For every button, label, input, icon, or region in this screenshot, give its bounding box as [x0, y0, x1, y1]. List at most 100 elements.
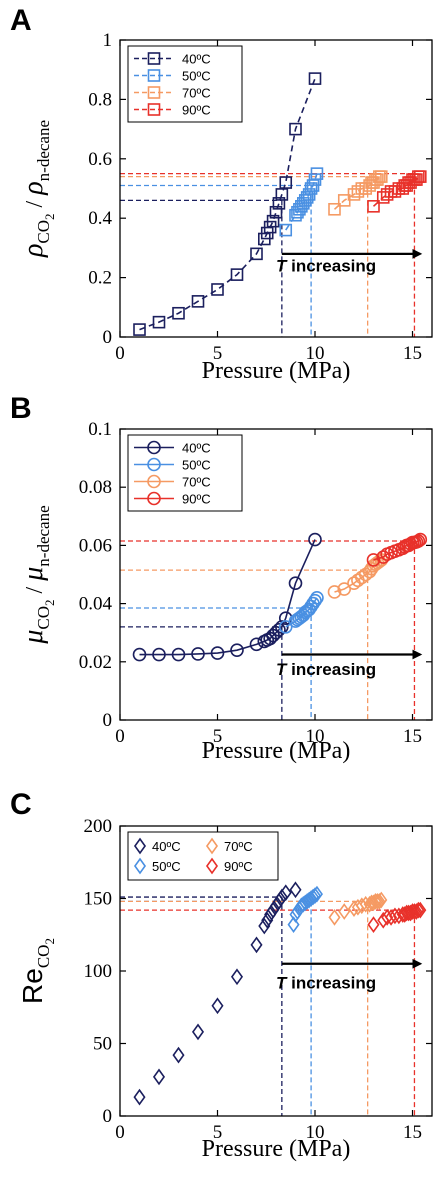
data-point — [310, 885, 323, 903]
y-tick-label: 1 — [103, 30, 113, 51]
legend-label: 90ºC — [182, 492, 211, 507]
legend-entry: 40ºC — [134, 441, 211, 456]
legend-label: 40ºC — [152, 839, 181, 854]
legend: 40ºC 50ºC 70ºC 90ºC — [127, 831, 279, 881]
y-tick-label: 0 — [103, 1106, 113, 1127]
legend-marker — [147, 52, 161, 65]
legend-entry: 50ºC — [134, 69, 211, 84]
data-point — [275, 188, 289, 201]
axes-box — [119, 39, 433, 338]
series-line — [334, 559, 382, 593]
data-point — [371, 173, 384, 186]
data-point — [172, 1046, 185, 1064]
data-point — [328, 908, 341, 926]
data-point — [371, 893, 384, 910]
y-tick-label: 100 — [84, 961, 113, 982]
x-tick-label: 10 — [306, 1122, 325, 1143]
y-tick-label: 0.2 — [88, 268, 112, 289]
data-point — [308, 593, 322, 608]
x-axis-label: Pressure (MPa) — [202, 358, 351, 384]
series-0 — [133, 881, 302, 1106]
data-point — [288, 576, 303, 591]
legend-label: 50ºC — [182, 458, 211, 473]
data-point — [272, 893, 285, 910]
data-point — [269, 205, 283, 219]
x-tick-label: 0 — [115, 726, 125, 747]
legend-label: 70ºC — [224, 839, 253, 854]
x-axis-label: Pressure (MPa) — [202, 1136, 351, 1162]
data-point — [374, 170, 388, 183]
x-tick-label: 15 — [403, 726, 422, 747]
series-2 — [328, 170, 388, 216]
data-point — [250, 247, 263, 261]
series-1 — [279, 167, 324, 237]
legend: 40ºC 50ºC 70ºC 90ºC — [127, 45, 243, 123]
x-tick-label: 5 — [213, 1122, 223, 1143]
x-tick-label: 0 — [115, 1122, 125, 1143]
data-point — [230, 968, 244, 986]
data-point — [279, 884, 292, 902]
data-point — [308, 72, 322, 85]
y-tick-label: 200 — [84, 816, 113, 837]
data-point — [152, 647, 166, 662]
legend-marker — [147, 69, 161, 82]
legend-entry: 50ºC — [133, 857, 181, 875]
legend-entry: 70ºC — [134, 86, 211, 101]
data-point — [230, 643, 244, 657]
y-tick-label: 0 — [103, 710, 113, 731]
data-point — [266, 214, 280, 228]
data-point — [408, 903, 421, 920]
legend-marker — [147, 491, 161, 506]
legend-marker — [147, 474, 161, 489]
data-point — [304, 182, 318, 195]
axes-box — [119, 428, 433, 721]
series-3 — [366, 532, 428, 567]
data-point — [230, 268, 244, 281]
data-point — [367, 200, 380, 213]
x-tick-label: 5 — [213, 726, 223, 747]
data-point — [279, 176, 293, 189]
y-axis-label: μCO2 / μn-decane — [18, 505, 57, 644]
y-axis-label: ρCO2 / ρn-decane — [18, 120, 57, 258]
legend-marker — [205, 857, 219, 875]
legend-marker — [133, 857, 147, 875]
data-point — [264, 906, 277, 923]
data-point — [132, 647, 147, 662]
legend-label: 40ºC — [182, 441, 211, 456]
data-point — [410, 173, 423, 186]
x-tick-label: 10 — [306, 343, 325, 364]
series-0 — [132, 532, 322, 662]
y-tick-label: 0.02 — [79, 652, 112, 673]
legend-entry: 90ºC — [134, 492, 211, 507]
legend-label: 90ºC — [182, 103, 211, 118]
y-tick-label: 0.6 — [88, 149, 112, 170]
data-point — [211, 997, 224, 1015]
legend-entry: 70ºC — [134, 475, 211, 490]
annotation-label: T increasing — [276, 973, 376, 992]
data-point — [289, 881, 302, 899]
data-point — [375, 891, 388, 909]
data-point — [338, 903, 351, 920]
data-point — [211, 283, 224, 296]
data-point — [287, 916, 300, 933]
legend-box — [127, 831, 279, 881]
data-point — [300, 191, 314, 204]
y-tick-label: 0.06 — [79, 535, 112, 556]
series-line — [139, 539, 316, 656]
y-tick-label: 150 — [84, 889, 113, 910]
x-tick-label: 10 — [306, 726, 325, 747]
series-3 — [367, 901, 427, 933]
data-point — [272, 622, 286, 637]
data-point — [172, 306, 185, 320]
panel-letter: B — [10, 392, 32, 425]
data-point — [267, 901, 280, 919]
data-point — [376, 550, 391, 564]
data-point — [250, 936, 263, 954]
x-tick-label: 0 — [115, 343, 125, 364]
chart-panel-a: A 0 5 10 15 0 0.2 0.4 0.6 0.8 1 Pressure (MPa) ρCO2 … — [10, 4, 433, 384]
data-point — [191, 1023, 205, 1041]
series-2 — [327, 553, 389, 599]
legend-label: 70ºC — [182, 475, 211, 490]
data-point — [278, 620, 293, 634]
